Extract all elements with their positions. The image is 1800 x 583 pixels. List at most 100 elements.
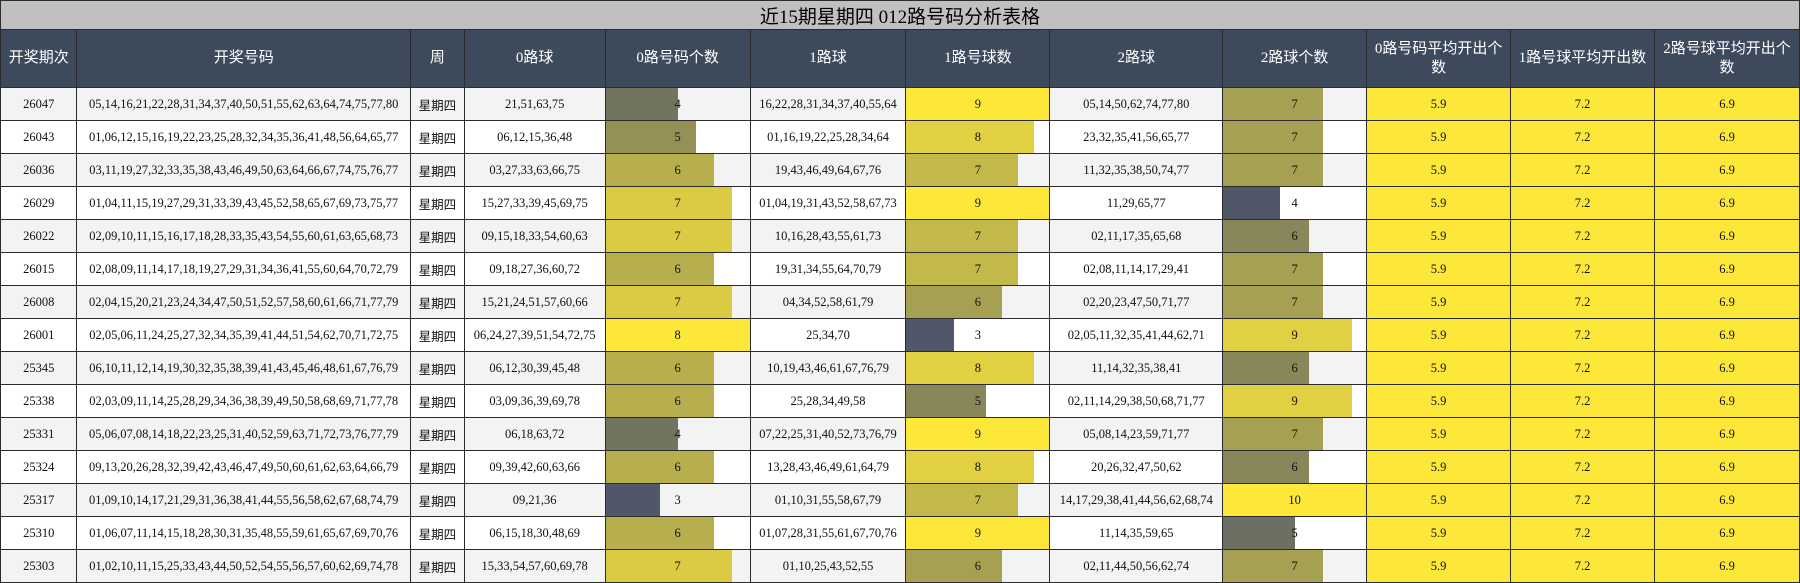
count-label: 8 bbox=[974, 360, 982, 375]
table-cell: 05,08,14,23,59,71,77 bbox=[1050, 418, 1223, 450]
table-cell: 06,12,30,39,45,48 bbox=[464, 352, 605, 384]
table-cell: 13,28,43,46,49,61,64,79 bbox=[750, 451, 906, 483]
count-label: 7 bbox=[1291, 426, 1298, 441]
count-cell: 3 bbox=[906, 319, 1050, 351]
data-bar bbox=[906, 352, 1034, 384]
table-cell: 5.9 bbox=[1367, 418, 1511, 450]
data-bar bbox=[1223, 220, 1309, 252]
count-label: 4 bbox=[1291, 195, 1298, 210]
table-cell: 02,08,09,11,14,17,18,19,27,29,31,34,36,4… bbox=[77, 253, 411, 285]
table-cell: 01,07,28,31,55,61,67,70,76 bbox=[750, 517, 906, 549]
table-cell: 02,11,17,35,65,68 bbox=[1050, 220, 1223, 252]
count-label: 6 bbox=[674, 261, 681, 276]
count-label: 9 bbox=[974, 96, 982, 111]
count-cell: 5 bbox=[1223, 517, 1367, 549]
count-label: 3 bbox=[674, 492, 681, 507]
count-label: 9 bbox=[974, 426, 982, 441]
data-bar bbox=[906, 121, 1034, 153]
table-cell: 5.9 bbox=[1367, 451, 1511, 483]
count-label: 6 bbox=[1291, 228, 1298, 243]
table-cell: 07,22,25,31,40,52,73,76,79 bbox=[750, 418, 906, 450]
count-cell: 6 bbox=[605, 253, 750, 285]
table-cell: 星期四 bbox=[411, 319, 464, 351]
table-cell: 09,39,42,60,63,66 bbox=[464, 451, 605, 483]
count-cell: 6 bbox=[605, 517, 750, 549]
count-label: 9 bbox=[974, 195, 982, 210]
table-cell: 6.9 bbox=[1655, 154, 1799, 186]
data-bar bbox=[906, 385, 986, 417]
count-cell: 3 bbox=[605, 484, 750, 516]
table-cell: 7.2 bbox=[1511, 517, 1655, 549]
table-cell: 06,10,11,12,14,19,30,32,35,38,39,41,43,4… bbox=[77, 352, 411, 384]
table-cell: 11,14,32,35,38,41 bbox=[1050, 352, 1223, 384]
table-cell: 02,03,09,11,14,25,28,29,34,36,38,39,49,5… bbox=[77, 385, 411, 417]
count-label: 8 bbox=[974, 129, 982, 144]
table-cell: 6.9 bbox=[1655, 187, 1799, 219]
count-cell: 4 bbox=[605, 418, 750, 450]
column-header: 2路球个数 bbox=[1223, 30, 1367, 87]
data-bar bbox=[605, 385, 714, 417]
column-header: 开奖号码 bbox=[77, 30, 411, 87]
count-label: 6 bbox=[1291, 459, 1298, 474]
table-cell: 09,21,36 bbox=[464, 484, 605, 516]
table-cell: 星期四 bbox=[411, 517, 464, 549]
table-cell: 5.9 bbox=[1367, 352, 1511, 384]
data-bar bbox=[605, 88, 678, 120]
table-cell: 06,15,18,30,48,69 bbox=[464, 517, 605, 549]
data-bar bbox=[906, 451, 1034, 483]
table-cell: 19,31,34,55,64,70,79 bbox=[750, 253, 906, 285]
table-cell: 02,04,15,20,21,23,24,34,47,50,51,52,57,5… bbox=[77, 286, 411, 318]
table-cell: 26008 bbox=[1, 286, 77, 318]
count-label: 6 bbox=[674, 525, 681, 540]
data-bar bbox=[605, 550, 732, 582]
table-cell: 15,21,24,51,57,60,66 bbox=[464, 286, 605, 318]
table-cell: 星期四 bbox=[411, 418, 464, 450]
count-label: 8 bbox=[974, 459, 982, 474]
data-bar bbox=[1223, 88, 1324, 120]
data-bar bbox=[1223, 187, 1281, 219]
data-bar bbox=[605, 319, 750, 351]
count-cell: 7 bbox=[1223, 88, 1367, 120]
count-cell: 6 bbox=[605, 385, 750, 417]
table-cell: 10,16,28,43,55,61,73 bbox=[750, 220, 906, 252]
count-cell: 6 bbox=[605, 352, 750, 384]
table-cell: 星期四 bbox=[411, 154, 464, 186]
table-cell: 5.9 bbox=[1367, 121, 1511, 153]
count-cell: 9 bbox=[1223, 385, 1367, 417]
data-bar bbox=[1223, 550, 1324, 582]
table-cell: 星期四 bbox=[411, 484, 464, 516]
count-label: 7 bbox=[674, 558, 681, 573]
count-cell: 9 bbox=[906, 187, 1050, 219]
table-cell: 星期四 bbox=[411, 220, 464, 252]
table-cell: 26043 bbox=[1, 121, 77, 153]
count-label: 7 bbox=[1291, 129, 1298, 144]
table-cell: 01,06,12,15,16,19,22,23,25,28,32,34,35,3… bbox=[77, 121, 411, 153]
count-cell: 8 bbox=[605, 319, 750, 351]
column-header: 1路号球数 bbox=[906, 30, 1050, 87]
count-label: 9 bbox=[1291, 393, 1298, 408]
count-cell: 10 bbox=[1223, 484, 1367, 516]
table-cell: 05,14,16,21,22,28,31,34,37,40,50,51,55,6… bbox=[77, 88, 411, 120]
count-cell: 4 bbox=[605, 88, 750, 120]
table-cell: 01,06,07,11,14,15,18,28,30,31,35,48,55,5… bbox=[77, 517, 411, 549]
table-cell: 6.9 bbox=[1655, 484, 1799, 516]
data-bar bbox=[906, 319, 955, 351]
count-label: 10 bbox=[1288, 492, 1301, 507]
table-cell: 7.2 bbox=[1511, 550, 1655, 582]
table-cell: 7.2 bbox=[1511, 286, 1655, 318]
data-bar bbox=[605, 220, 732, 252]
table-cell: 01,10,25,43,52,55 bbox=[750, 550, 906, 582]
table-cell: 25338 bbox=[1, 385, 77, 417]
table-cell: 14,17,29,38,41,44,56,62,68,74 bbox=[1050, 484, 1223, 516]
count-cell: 9 bbox=[906, 418, 1050, 450]
table-cell: 星期四 bbox=[411, 187, 464, 219]
table-cell: 10,19,43,46,61,67,76,79 bbox=[750, 352, 906, 384]
count-cell: 8 bbox=[906, 121, 1050, 153]
table-cell: 6.9 bbox=[1655, 385, 1799, 417]
table-cell: 7.2 bbox=[1511, 484, 1655, 516]
table-cell: 09,15,18,33,54,60,63 bbox=[464, 220, 605, 252]
table-cell: 5.9 bbox=[1367, 550, 1511, 582]
table-cell: 5.9 bbox=[1367, 286, 1511, 318]
data-bar bbox=[605, 352, 714, 384]
table-cell: 02,05,11,32,35,41,44,62,71 bbox=[1050, 319, 1223, 351]
